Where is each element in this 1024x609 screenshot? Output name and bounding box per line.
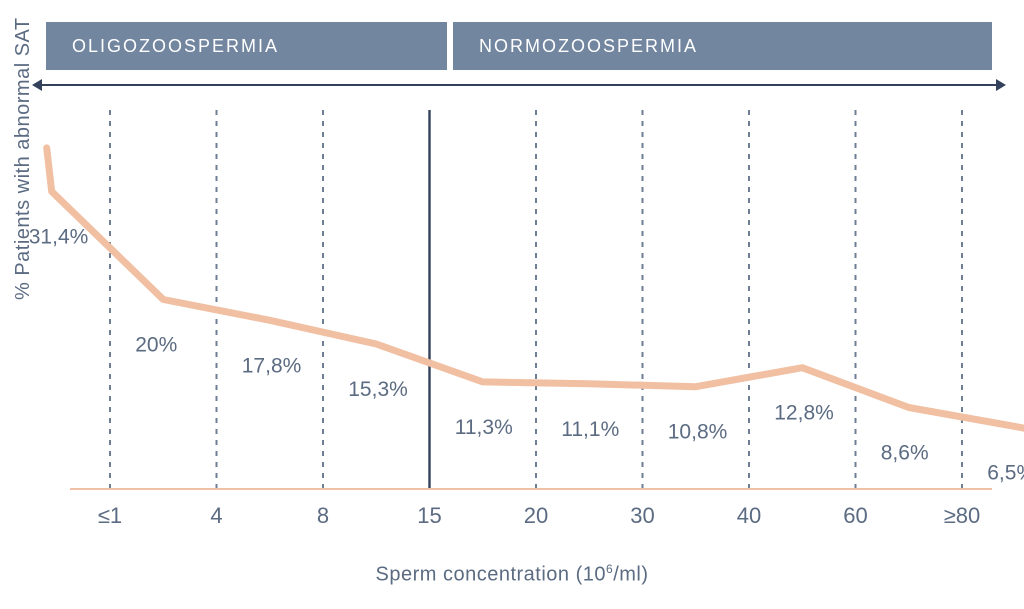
value-label: 11,3% xyxy=(455,416,513,439)
value-label: 17,8% xyxy=(242,354,302,377)
x-axis-label: Sperm concentration (106/ml) xyxy=(0,562,1024,587)
value-label: 10,8% xyxy=(668,421,728,444)
value-label: 12,8% xyxy=(774,402,834,425)
x-tick-label: 8 xyxy=(317,503,329,528)
value-label: 11,1% xyxy=(561,418,619,441)
value-label: 15,3% xyxy=(348,378,408,401)
value-label: 31,4% xyxy=(29,225,89,248)
header-range-arrow xyxy=(40,84,998,86)
chart-container: OLIGOZOOSPERMIA NORMOZOOSPERMIA % Patien… xyxy=(0,0,1024,609)
x-tick-label: 30 xyxy=(630,503,654,528)
x-tick-label: 40 xyxy=(737,503,761,528)
x-tick-label: 15 xyxy=(417,503,441,528)
grid-lines xyxy=(110,110,962,489)
x-tick-label: 20 xyxy=(524,503,548,528)
value-label: 6,5% xyxy=(987,461,1024,484)
x-tick-label: 4 xyxy=(210,503,222,528)
x-axis-label-prefix: Sperm concentration (10 xyxy=(375,564,606,586)
x-axis-label-suffix: /ml) xyxy=(613,564,648,586)
plot-area: 31,4%20%17,8%15,3%11,3%11,1%10,8%12,8%8,… xyxy=(70,110,992,489)
x-tick-label: ≤1 xyxy=(98,503,122,528)
header-tabs: OLIGOZOOSPERMIA NORMOZOOSPERMIA xyxy=(46,22,992,70)
x-tick-label: ≥80 xyxy=(944,503,981,528)
value-labels: 31,4% 20% 17,8% 15,3% 11,3% 11,1% 10,8% 12,8% 8,… xyxy=(29,225,1024,484)
value-label: 20% xyxy=(135,334,177,357)
x-tick-label: 60 xyxy=(843,503,867,528)
header-tab-normozoospermia: NORMOZOOSPERMIA xyxy=(453,22,992,70)
x-tick-labels: ≤1 4 8 15 20 30 40 60 ≥80 xyxy=(98,503,980,528)
header-tab-oligozoospermia: OLIGOZOOSPERMIA xyxy=(46,22,447,70)
chart-svg: 31,4%20%17,8%15,3%11,3%11,1%10,8%12,8%8,… xyxy=(70,110,992,489)
y-axis-label: % Patients with abnormal SAT xyxy=(12,17,35,300)
value-label: 8,6% xyxy=(881,442,929,465)
